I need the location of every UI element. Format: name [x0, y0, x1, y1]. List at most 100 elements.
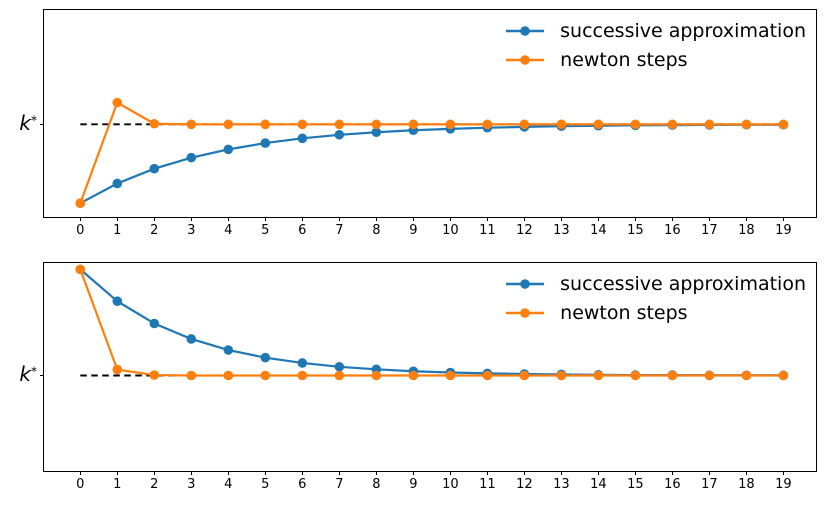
series-successive-marker: [149, 318, 160, 329]
x-tick-mark: [561, 471, 563, 475]
series-newton-marker: [667, 119, 678, 130]
series-newton-marker: [75, 198, 86, 208]
series-newton-marker: [297, 370, 308, 381]
x-tick-label: 4: [224, 223, 233, 238]
series-newton-marker: [704, 370, 715, 381]
x-tick-label: 0: [76, 223, 85, 238]
series-newton-marker: [260, 370, 271, 381]
x-tick-mark: [154, 217, 156, 221]
kstar-base: k: [19, 362, 31, 387]
x-tick-label: 15: [627, 477, 644, 492]
x-tick-label: 3: [187, 477, 196, 492]
legend-top: successive approximation newton steps: [506, 21, 806, 71]
series-successive-line: [79, 123, 784, 205]
x-tick-mark: [561, 217, 563, 221]
series-successive-marker: [297, 358, 308, 368]
x-tick-label: 19: [775, 477, 792, 492]
kstar-base: k: [19, 111, 31, 136]
series-newton-marker: [593, 119, 604, 130]
series-newton-marker: [149, 370, 160, 380]
x-tick-label: 19: [775, 223, 792, 238]
x-tick-mark: [672, 471, 674, 475]
series-newton-marker: [223, 119, 234, 130]
legend-item-successive: successive approximation: [506, 274, 806, 295]
x-tick-label: 6: [298, 477, 307, 492]
series-newton-marker: [778, 119, 789, 130]
series-newton-marker: [630, 119, 641, 130]
series-successive-marker: [334, 129, 345, 140]
series-newton-marker: [593, 370, 604, 381]
x-tick-label: 7: [335, 477, 344, 492]
x-tick-mark: [635, 471, 637, 475]
series-newton-marker: [778, 370, 789, 381]
series-newton-line: [79, 101, 784, 204]
x-tick-label: 8: [372, 223, 381, 238]
x-tick-label: 6: [298, 223, 307, 238]
series-newton-line: [79, 268, 784, 377]
x-tick-label: 2: [150, 477, 159, 492]
series-newton-marker: [445, 119, 456, 130]
y-axis-label-kstar: k*: [19, 113, 37, 133]
x-tick-mark: [450, 217, 452, 221]
x-tick-mark: [302, 217, 304, 221]
series-newton-marker: [371, 370, 382, 381]
legend-line-marker-successive-icon: [506, 279, 545, 290]
x-tick-label: 14: [590, 477, 607, 492]
series-newton-marker: [704, 119, 715, 130]
series-newton-marker: [519, 370, 530, 381]
legend-line-marker-newton-icon: [506, 55, 545, 66]
x-tick-label: 14: [590, 223, 607, 238]
x-tick-mark: [598, 217, 600, 221]
series-newton-marker: [112, 364, 123, 375]
x-tick-mark: [265, 471, 267, 475]
x-tick-mark: [80, 217, 82, 221]
series-newton-marker: [223, 370, 234, 381]
series-newton-marker: [186, 370, 197, 381]
x-tick-label: 17: [701, 223, 718, 238]
x-tick-label: 1: [113, 477, 122, 492]
series-newton-marker: [334, 119, 345, 130]
x-tick-mark: [709, 217, 711, 221]
series-successive-marker: [334, 361, 345, 372]
x-tick-label: 18: [738, 223, 755, 238]
series-newton-marker: [260, 119, 271, 130]
x-tick-label: 4: [224, 477, 233, 492]
series-newton-marker: [297, 119, 308, 130]
x-tick-mark: [376, 471, 378, 475]
x-tick-mark: [265, 217, 267, 221]
series-newton-marker: [445, 370, 456, 381]
x-tick-label: 9: [409, 223, 418, 238]
x-tick-label: 7: [335, 223, 344, 238]
x-tick-label: 13: [553, 223, 570, 238]
legend-label-newton: newton steps: [560, 301, 688, 324]
y-axis-label-kstar: k*: [19, 364, 37, 384]
x-tick-label: 12: [516, 223, 533, 238]
series-successive-marker: [223, 144, 234, 155]
kstar-superscript: *: [31, 365, 37, 380]
series-newton-marker: [112, 97, 123, 108]
series-newton-marker: [741, 119, 752, 130]
x-tick-label: 16: [664, 223, 681, 238]
x-tick-mark: [228, 217, 230, 221]
x-tick-mark: [598, 471, 600, 475]
x-tick-mark: [487, 217, 489, 221]
legend-bottom: successive approximation newton steps: [506, 274, 806, 324]
x-tick-label: 12: [516, 477, 533, 492]
series-successive-marker: [149, 163, 160, 174]
legend-label-newton: newton steps: [560, 48, 688, 71]
x-tick-mark: [635, 217, 637, 221]
x-tick-mark: [191, 217, 193, 221]
x-tick-label: 11: [479, 477, 496, 492]
series-successive-marker: [260, 138, 271, 148]
x-tick-mark: [524, 217, 526, 221]
x-tick-mark: [783, 217, 785, 221]
y-tick-mark: [40, 375, 44, 377]
x-tick-mark: [339, 217, 341, 221]
x-tick-label: 10: [442, 223, 459, 238]
x-tick-label: 5: [261, 223, 270, 238]
series-newton-marker: [556, 370, 567, 381]
x-tick-label: 15: [627, 223, 644, 238]
x-tick-label: 2: [150, 223, 159, 238]
x-tick-label: 0: [76, 477, 85, 492]
